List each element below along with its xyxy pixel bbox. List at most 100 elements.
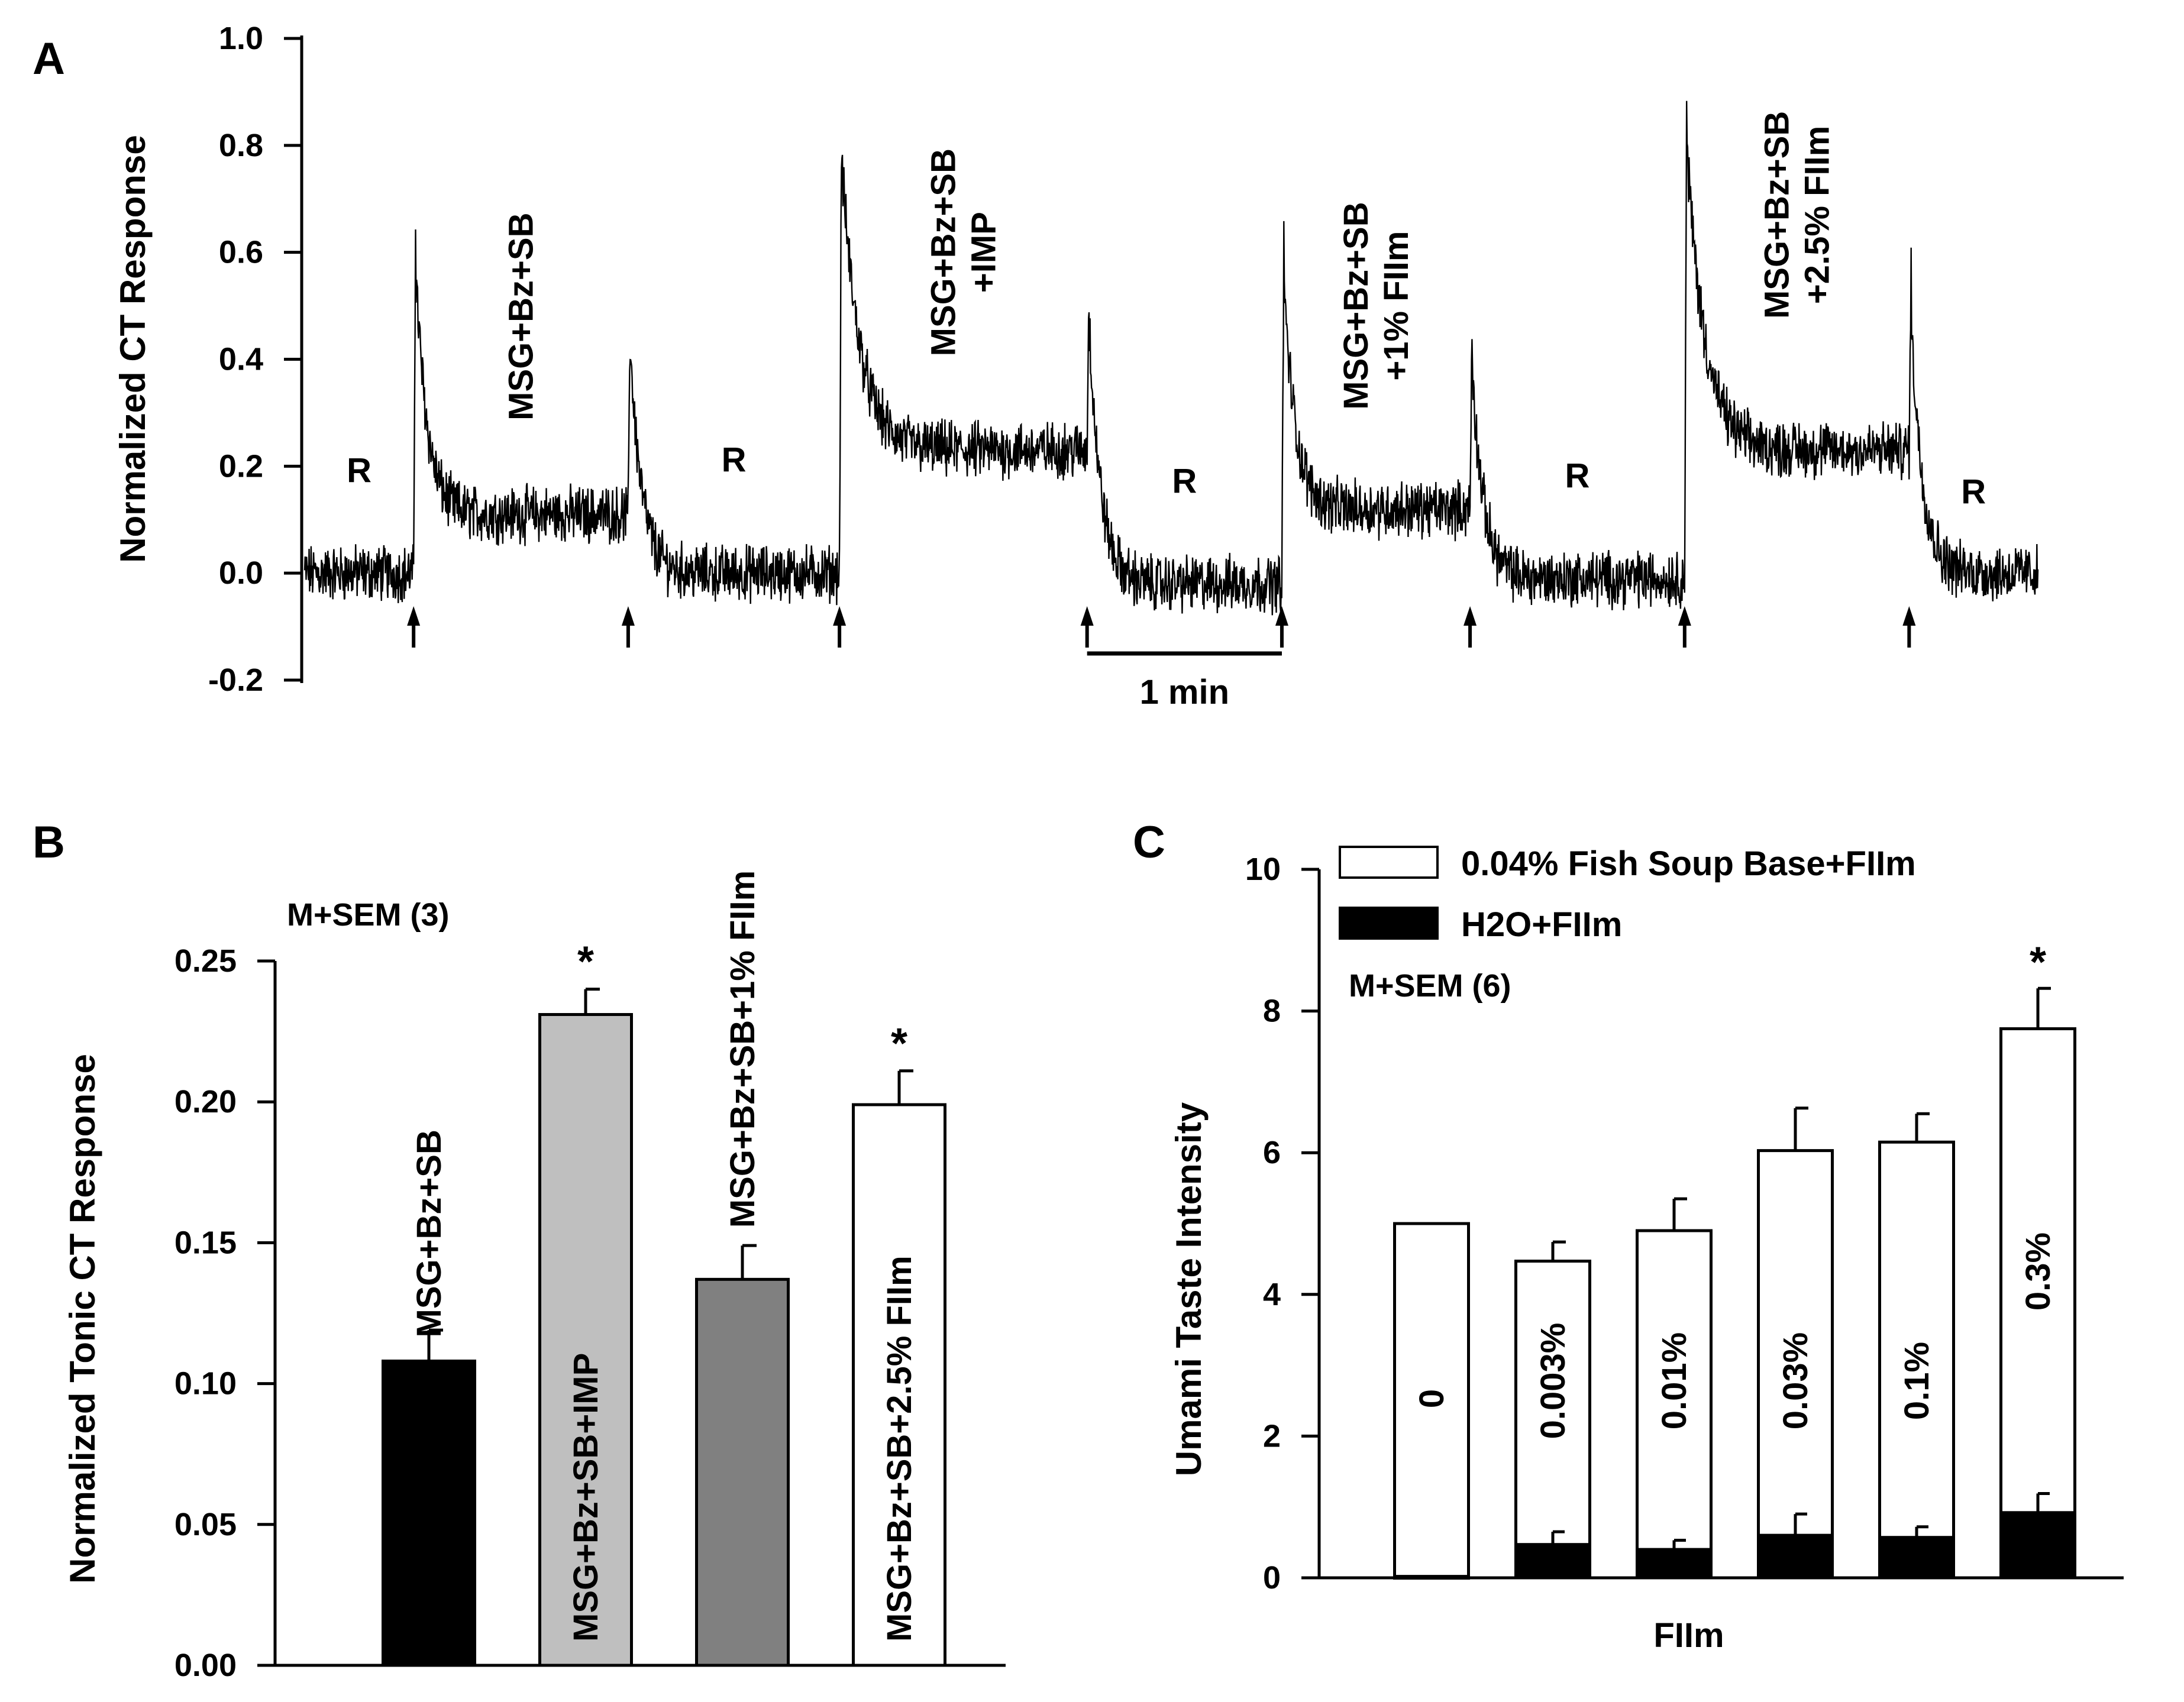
segment-label-rinse: R (1961, 473, 1986, 512)
segment-label-stimulus: MSG+Bz+SB +1% FIIm (1337, 202, 1416, 409)
segment-label-rinse: R (722, 441, 747, 479)
panel-b-y-tick-label: 0.15 (175, 1225, 237, 1260)
panel-a-y-tick-label: 1.0 (219, 21, 263, 56)
panel-b-y-tick-label: 0.25 (175, 943, 237, 979)
legend-label-fish-soup: 0.04% Fish Soup Base+FIIm (1461, 844, 1916, 883)
panel-a-y-tick-label: 0.4 (219, 342, 263, 377)
stimulus-arrow-head (1463, 606, 1477, 626)
segment-label-line: MSG+Bz+SB (1758, 111, 1797, 319)
category-label: MSG+Bz+SB (410, 1130, 448, 1337)
category-label: 0 (1413, 1389, 1451, 1408)
panel-b-y-tick-label: 0.20 (175, 1084, 237, 1119)
category-label: 0.03% (1776, 1332, 1815, 1429)
segment-label-rinse: R (1172, 462, 1197, 501)
segment-label-rinse: R (1565, 457, 1590, 496)
category-label-group: 0.3% (2019, 1232, 2057, 1311)
bar (852, 1103, 946, 1667)
category-label-group: 0.003% (1534, 1323, 1572, 1439)
panel-c-y-tick-label: 0 (1263, 1560, 1281, 1596)
bar-fish-soup (1999, 1027, 2076, 1580)
category-label-group: 0.1% (1898, 1342, 1936, 1420)
segment-label-line: MSG+Bz+SB (924, 148, 962, 356)
legend-swatch-water (1339, 907, 1439, 940)
category-label-group: MSG+Bz+SB+1% FIIm (723, 871, 762, 1228)
segment-label-line: +IMP (964, 212, 1003, 293)
stimulus-arrow-head (1678, 606, 1691, 626)
significance-star: * (577, 939, 594, 986)
bar-fish-soup (1757, 1149, 1834, 1580)
category-label-group: MSG+Bz+SB+IMP (567, 1353, 605, 1642)
stimulus-arrow-head (621, 606, 635, 626)
bar-fish-soup (1878, 1140, 1955, 1580)
segment-label-line: +2.5% FIIm (1798, 126, 1837, 304)
segment-label-line: MSG+Bz+SB (502, 213, 541, 420)
stimulus-arrow-head (1080, 606, 1094, 626)
segment-label-rinse: R (347, 451, 371, 490)
category-label: 0.3% (2019, 1232, 2057, 1311)
panel-c-x-axis-label: FIIm (1653, 1616, 1724, 1655)
bar-water (1999, 1511, 2076, 1580)
bar-water (1878, 1536, 1955, 1580)
panel-a-trace-chart: Normalized CT Response -0.2 0.0 0.2 0.4 0.6 0… (113, 21, 2039, 711)
panel-b-y-tick-label: 0.10 (175, 1366, 237, 1402)
panel-c-y-tick-label: 2 (1263, 1418, 1281, 1454)
segment-label-line: +1% FIIm (1377, 231, 1416, 381)
panel-c-y-tick-label: 8 (1263, 994, 1281, 1029)
panel-b-y-tick-label: 0.00 (175, 1648, 237, 1683)
panel-label-c: C (1133, 817, 1165, 868)
panel-c-y-tick-label: 10 (1245, 852, 1281, 887)
stimulus-arrow-head (1275, 606, 1288, 626)
bar (382, 1359, 476, 1667)
panel-a-y-tick-label: 0.0 (219, 555, 263, 591)
category-label: 0.003% (1534, 1323, 1572, 1439)
panel-a-y-axis-label: Normalized CT Response (113, 135, 153, 563)
panel-a-y-tick-label: 0.6 (219, 235, 263, 270)
stimulus-arrow-head (833, 606, 847, 626)
segment-label-stimulus: MSG+Bz+SB +IMP (924, 148, 1003, 356)
bar-water (1636, 1548, 1713, 1580)
category-label-group: 0.01% (1655, 1332, 1694, 1429)
category-label-group: MSG+Bz+SB+2.5% FIIm (880, 1256, 919, 1642)
panel-b-y-axis-label: Normalized Tonic CT Response (63, 1054, 102, 1584)
category-label: MSG+Bz+SB+IMP (567, 1353, 605, 1642)
category-label-group: MSG+Bz+SB (410, 1130, 448, 1337)
category-label-group: 0.03% (1776, 1332, 1815, 1429)
significance-star: * (2030, 939, 2046, 986)
bar-water (1514, 1543, 1591, 1580)
stimulus-arrow-head (407, 606, 421, 626)
scale-bar-label: 1 min (1140, 673, 1230, 711)
category-label-group: 0 (1413, 1389, 1451, 1408)
panel-b-y-tick-label: 0.05 (175, 1507, 237, 1542)
panel-b-sem-annotation: M+SEM (3) (287, 897, 450, 933)
category-label: 0.01% (1655, 1332, 1694, 1429)
legend-swatch-fish-soup (1339, 846, 1439, 879)
segment-label-stimulus: MSG+Bz+SB (502, 213, 541, 420)
panel-c-y-tick-label: 6 (1263, 1135, 1281, 1170)
category-label: 0.1% (1898, 1342, 1936, 1420)
significance-star: * (891, 1020, 907, 1067)
bar-water (1757, 1533, 1834, 1580)
segment-label-stimulus: MSG+Bz+SB +2.5% FIIm (1758, 111, 1837, 319)
trace-line (303, 101, 2039, 616)
bar (538, 1013, 633, 1667)
panel-a-y-tick-label: -0.2 (208, 662, 263, 698)
panel-c-sem-annotation: M+SEM (6) (1349, 968, 1511, 1004)
bar-fish-soup (1393, 1222, 1470, 1580)
legend-label-water: H2O+FIIm (1461, 905, 1622, 944)
panel-a-y-tick-label: 0.2 (219, 448, 263, 484)
segment-label-line: MSG+Bz+SB (1337, 202, 1375, 409)
panel-b-bar-chart: Normalized Tonic CT Response M+SEM (3) 0… (63, 871, 1006, 1683)
bar-fish-soup (1514, 1259, 1591, 1580)
panel-c-y-axis-label: Umami Taste Intensity (1169, 1102, 1209, 1476)
panel-label-a: A (33, 34, 65, 84)
panel-c-y-tick-label: 4 (1263, 1277, 1281, 1312)
bar (695, 1277, 790, 1667)
stimulus-arrow-head (1902, 606, 1916, 626)
panel-label-b: B (33, 817, 65, 868)
bar-water (1393, 1575, 1470, 1580)
panel-c-stacked-bar-chart: Umami Taste Intensity FIIm 0.04% Fish So… (1169, 844, 2124, 1655)
bar-fish-soup (1636, 1229, 1713, 1580)
category-label: MSG+Bz+SB+2.5% FIIm (880, 1256, 919, 1642)
panel-a-y-tick-label: 0.8 (219, 128, 263, 163)
